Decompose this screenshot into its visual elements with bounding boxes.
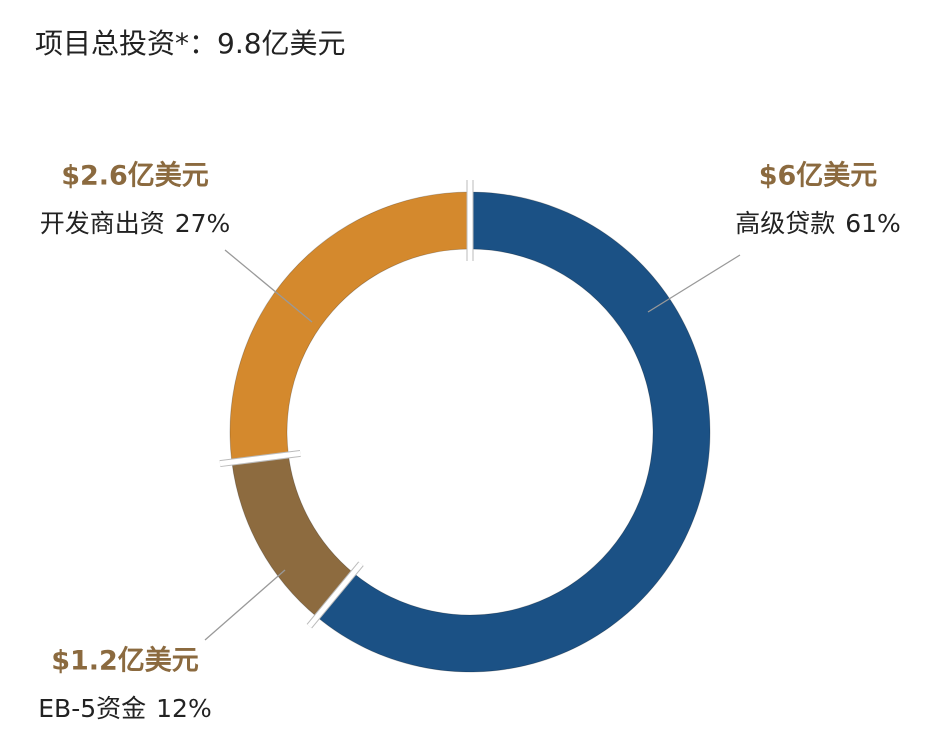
separator <box>307 562 363 628</box>
leader-line <box>204 569 286 641</box>
category-name: EB-5资金 <box>38 694 146 723</box>
leader-line <box>647 254 741 313</box>
amount-label: $2.6亿美元 <box>61 160 209 192</box>
category-label: EB-5资金 12% <box>38 694 211 723</box>
value-label: 12% <box>156 694 212 723</box>
separator <box>219 450 301 467</box>
amount-label: $6亿美元 <box>759 160 878 192</box>
category-label: 高级贷款 61% <box>735 209 901 238</box>
category-name: 高级贷款 <box>735 209 835 238</box>
donut-slice <box>316 191 711 673</box>
amount-label: $1.2亿美元 <box>51 645 199 677</box>
value-label: 27% <box>175 209 231 238</box>
chart-title: 项目总投资*：9.8亿美元 <box>35 27 346 60</box>
donut-slice <box>229 191 471 463</box>
leader-line <box>224 249 313 323</box>
category-label: 开发商出资 27% <box>40 209 231 238</box>
value-label: 61% <box>845 209 901 238</box>
category-name: 开发商出资 <box>40 209 165 238</box>
